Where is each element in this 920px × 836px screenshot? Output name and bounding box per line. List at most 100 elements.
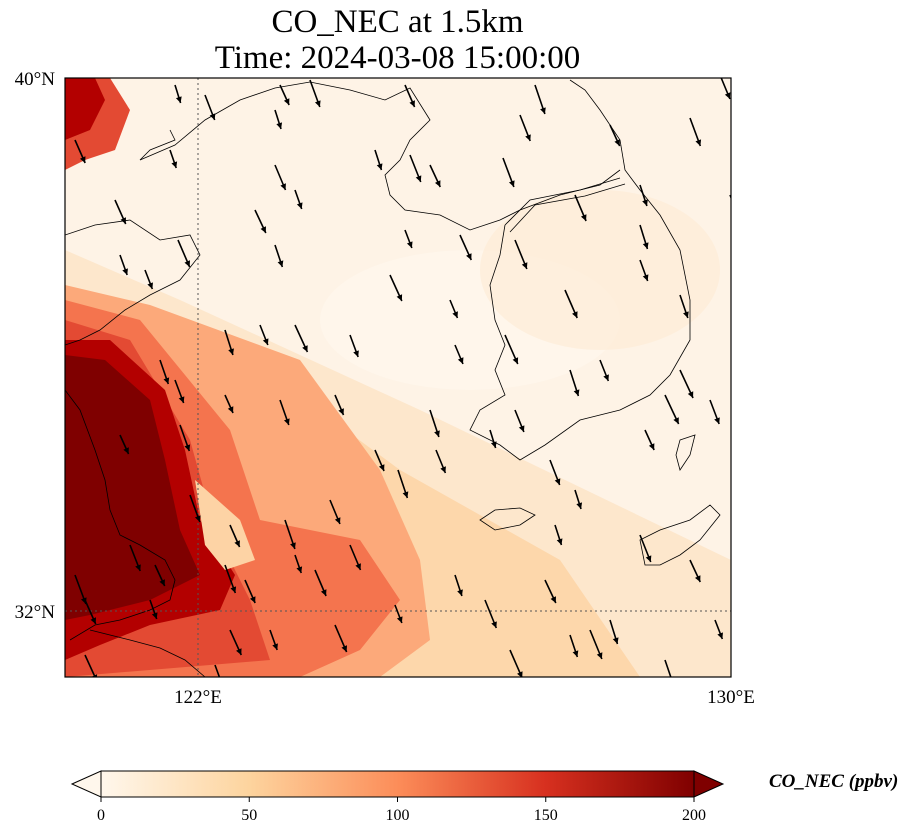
wind-arrow-head	[194, 515, 201, 522]
wind-arrow-head	[717, 632, 723, 639]
colorbar-gradient	[100, 770, 695, 798]
colorbar-tick-label: 200	[682, 807, 706, 824]
wind-arrow	[729, 194, 731, 200]
wind-arrow-head	[694, 575, 701, 582]
wind-arrow-head	[673, 417, 679, 424]
wind-arrow-head	[645, 555, 652, 562]
wind-arrow-head	[440, 466, 446, 473]
wind-arrow	[664, 659, 672, 677]
wind-arrow-head	[452, 311, 458, 318]
wind-arrow-head	[171, 161, 178, 168]
wind-arrow-head	[573, 389, 580, 396]
wind-arrow-head	[434, 430, 440, 437]
wind-arrow-head	[603, 374, 609, 381]
wind-arrow-head	[550, 596, 556, 603]
wind-arrow-head	[554, 478, 561, 485]
wind-arrow-head	[466, 253, 472, 260]
wind-arrow-head	[614, 139, 620, 146]
wind-arrow-head	[338, 408, 344, 415]
wind-arrow-head	[491, 621, 497, 628]
wind-arrow-head	[648, 443, 655, 450]
wind-arrow-head	[151, 612, 158, 619]
wind-arrow-head	[120, 217, 126, 224]
wind-arrow-head	[402, 491, 409, 498]
wind-arrow-head	[415, 175, 422, 182]
wind-arrow-head	[277, 260, 284, 267]
wind-arrow-head	[683, 311, 689, 318]
wind-arrow-head	[262, 338, 269, 345]
wind-arrow-head	[457, 357, 464, 364]
colorbar-tick-label: 50	[241, 807, 257, 824]
map-frame	[64, 77, 732, 678]
wind-arrow-head	[714, 417, 720, 424]
wind-arrow-head	[490, 441, 497, 448]
colorbar-tick-label: 150	[534, 807, 558, 824]
wind-arrow-head	[724, 92, 731, 99]
wind-arrow-head	[272, 643, 278, 650]
wind-arrow-head	[396, 616, 403, 623]
wind-arrow-head	[175, 96, 182, 103]
wind-arrow-head	[736, 216, 742, 223]
map-title-line1: CO_NEC at 1.5km	[271, 4, 524, 40]
wind-arrow-head	[302, 345, 308, 352]
wind-arrow-head	[276, 122, 283, 129]
wind-arrow-head	[518, 425, 525, 432]
wind-arrow-head	[341, 645, 348, 652]
wind-arrow-head	[406, 241, 413, 248]
wind-arrow-head	[434, 180, 441, 187]
wind-arrow-head	[396, 294, 403, 301]
wind-arrow-head	[687, 391, 694, 398]
wind-arrow-head	[612, 637, 619, 644]
wind-arrow-head	[521, 262, 528, 269]
wind-arrow-head	[580, 214, 587, 221]
colorbar-tick-label: 100	[386, 807, 410, 824]
wind-arrow-head	[508, 180, 515, 187]
wind-arrow-head	[209, 113, 216, 120]
wind-arrow-head	[260, 226, 266, 233]
co-concentration-field	[65, 78, 731, 677]
x-tick-122e: 122°E	[174, 687, 222, 708]
wind-arrow-head	[228, 348, 234, 355]
wind-arrow-head	[90, 617, 96, 624]
wind-arrow-head	[159, 579, 165, 586]
colorbar-extend-high	[693, 770, 725, 798]
wind-arrow-head	[184, 260, 191, 267]
wind-arrow-head	[227, 406, 234, 413]
gridlines	[65, 78, 731, 677]
wind-arrow-head	[135, 564, 141, 571]
colorbar: 0 50 100 150 200 CO_NEC (ppbv)	[70, 770, 898, 824]
wind-arrow-head	[91, 674, 98, 677]
wind-arrow-head	[230, 586, 237, 593]
wind-arrow-head	[353, 350, 359, 357]
wind-arrow-head	[517, 671, 523, 677]
wind-arrow-head	[283, 418, 290, 425]
wind-arrow-head	[576, 502, 583, 509]
colorbar-tick-label: 0	[97, 807, 105, 824]
colorbar-extend-low	[70, 770, 102, 798]
wind-arrow-head	[290, 542, 296, 549]
wind-arrow-head	[234, 540, 240, 547]
wind-arrow-head	[556, 538, 563, 545]
wind-arrow-head	[296, 202, 303, 209]
wind-arrow-head	[123, 447, 129, 454]
wind-arrow-head	[695, 139, 702, 146]
wind-arrow-head	[163, 377, 170, 384]
colorbar-label: CO_NEC (ppbv)	[769, 771, 898, 792]
wind-arrow-head	[249, 596, 256, 603]
coastlines	[65, 79, 721, 677]
wind-arrow-head	[147, 282, 153, 289]
wind-arrow-head	[79, 156, 86, 163]
wind-arrow-head	[334, 517, 341, 524]
wind-arrow-head	[178, 396, 185, 403]
wind-arrow-head	[378, 464, 385, 471]
wind-arrow-head	[122, 268, 128, 275]
wind-arrow-head	[320, 589, 327, 596]
wind-arrow-head	[280, 183, 286, 190]
x-tick-130e: 130°E	[707, 687, 755, 708]
wind-arrow-head	[236, 648, 242, 655]
wind-vectors	[74, 78, 742, 686]
wind-arrow-head	[642, 199, 648, 206]
wind-arrow-head	[596, 652, 603, 659]
wind-arrow-head	[218, 679, 224, 686]
